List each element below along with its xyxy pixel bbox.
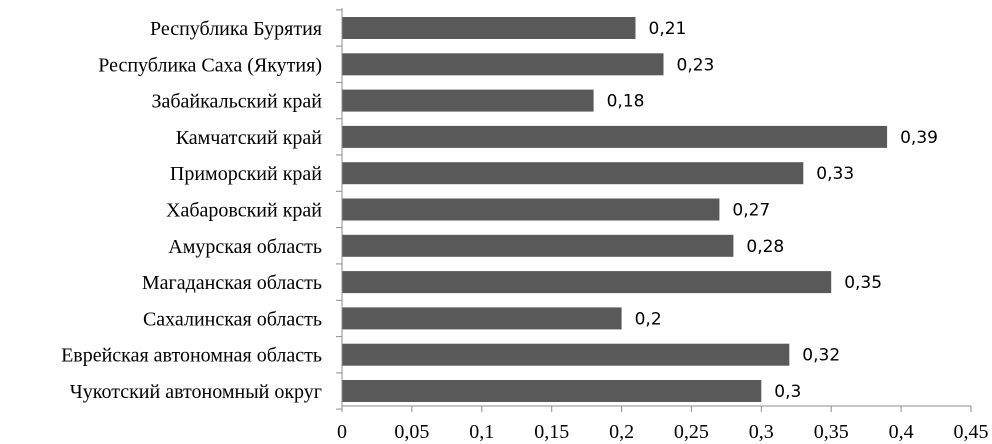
x-tick-label: 0,2 xyxy=(609,421,634,443)
bar xyxy=(342,162,804,185)
x-tick-label: 0,25 xyxy=(674,421,709,443)
x-tick-label: 0 xyxy=(337,421,347,443)
data-labels-layer: 0,21 0,23 0,18 0,39 0,33 0,27 0,28 0,35 0,2 0,320… xyxy=(607,19,938,402)
category-label: Еврейская автономная область xyxy=(61,345,322,367)
bar xyxy=(342,234,734,257)
bar xyxy=(342,17,636,39)
category-label: Республика Саха (Якутия) xyxy=(98,54,322,76)
category-label: Республика Бурятия xyxy=(150,18,322,40)
data-label: 0,35 xyxy=(844,273,882,293)
bar xyxy=(342,271,832,294)
x-tick-label: 0,05 xyxy=(394,421,429,443)
data-label: 0,18 xyxy=(607,92,645,112)
data-label: 0,3 xyxy=(774,382,801,402)
x-tick-label: 0,15 xyxy=(534,421,569,443)
bar xyxy=(342,343,790,366)
category-label: Сахалинская область xyxy=(143,308,322,330)
bar xyxy=(342,53,664,76)
category-labels-layer: Республика Бурятия Республика Саха (Якути… xyxy=(61,18,322,403)
bar xyxy=(342,89,594,112)
bar xyxy=(342,380,762,402)
category-label: Камчатский край xyxy=(176,127,323,149)
bars-layer xyxy=(342,17,888,402)
data-label: 0,2 xyxy=(635,309,662,329)
data-label: 0,33 xyxy=(816,164,854,184)
data-label: 0,27 xyxy=(732,201,770,221)
category-label: Магаданская область xyxy=(142,272,322,294)
category-label: Чукотский автономный округ xyxy=(70,381,322,403)
x-tick-label: 0,45 xyxy=(954,421,989,443)
data-label: 0,21 xyxy=(649,19,687,39)
x-tick-label: 0,35 xyxy=(814,421,849,443)
data-label: 0,32 xyxy=(802,346,840,366)
category-label: Хабаровский край xyxy=(166,200,322,222)
category-label: Амурская область xyxy=(168,236,322,258)
category-label: Забайкальский край xyxy=(151,91,322,113)
data-label: 0,28 xyxy=(746,237,784,257)
data-label: 0,39 xyxy=(900,128,938,148)
x-tick-label: 0,1 xyxy=(469,421,494,443)
x-tick-label: 0,3 xyxy=(749,421,774,443)
bar xyxy=(342,198,720,221)
bar xyxy=(342,307,622,330)
x-tick-label: 0,4 xyxy=(889,421,914,443)
data-label: 0,23 xyxy=(677,55,715,75)
category-label: Приморский край xyxy=(170,163,322,185)
bar xyxy=(342,125,888,148)
x-axis: 0 0,05 0,1 0,15 0,2 0,25 0,3 0,35 0,4 0,45 xyxy=(336,8,989,443)
